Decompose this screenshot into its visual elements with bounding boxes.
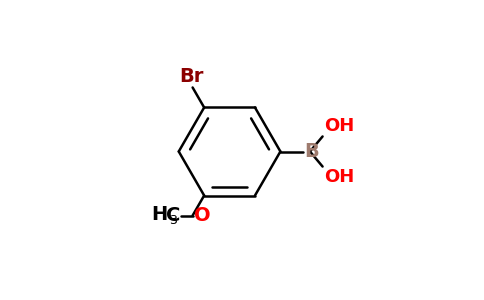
Text: 3: 3: [169, 214, 177, 227]
Text: O: O: [194, 206, 211, 225]
Text: OH: OH: [324, 117, 354, 135]
Text: OH: OH: [324, 168, 354, 186]
Text: Br: Br: [179, 67, 204, 85]
Text: C: C: [166, 206, 180, 225]
Text: H: H: [151, 205, 167, 224]
Text: B: B: [304, 142, 319, 161]
